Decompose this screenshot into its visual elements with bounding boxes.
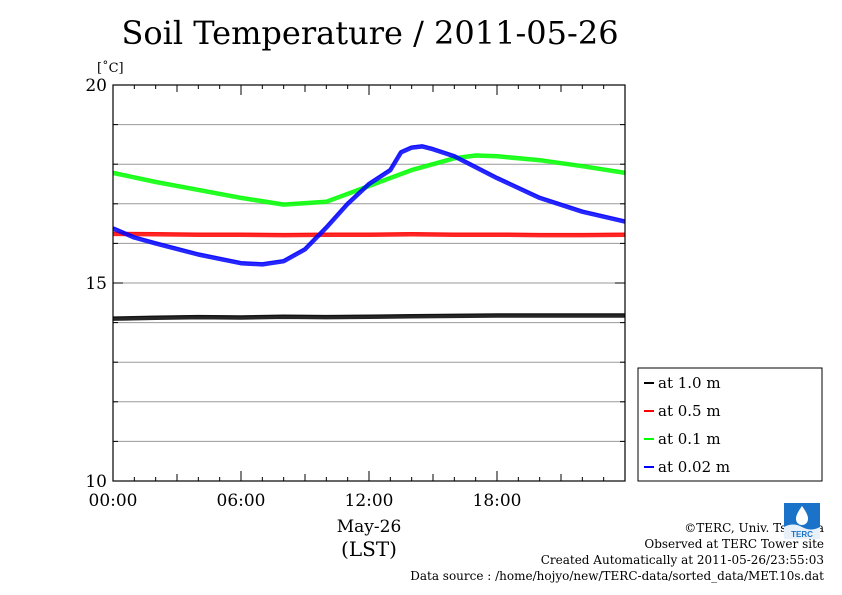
series-line-edge-1 [113, 313, 625, 318]
logo-text: TERC [791, 530, 813, 539]
legend-label: at 0.1 m [658, 430, 721, 448]
series-line-edge-2 [113, 231, 625, 235]
source-text: Data source : /home/hojyo/new/TERC-data/… [410, 569, 824, 583]
y-tick-label: 20 [85, 76, 107, 96]
observed-text: Observed at TERC Tower site [644, 537, 824, 551]
terc-logo-icon: TERC [784, 503, 820, 539]
x-tick-label: 12:00 [345, 491, 394, 511]
credits-block: ©TERC, Univ. Tsukuba Observed at TERC To… [410, 520, 824, 584]
x-axis-sublabel: (LST) [341, 537, 397, 561]
chart-title: Soil Temperature / 2011-05-26 [121, 14, 619, 52]
y-tick-label: 10 [85, 472, 107, 492]
series-line-2 [113, 231, 625, 238]
series-line-edge-3 [113, 153, 625, 204]
series-line-1 [113, 313, 625, 321]
legend-box [637, 367, 823, 482]
created-text: Created Automatically at 2011-05-26/23:5… [540, 553, 824, 567]
x-tick-label: 06:00 [217, 491, 266, 511]
series-line-3 [113, 153, 625, 207]
legend-label: at 0.02 m [658, 458, 730, 476]
y-tick-label: 15 [85, 274, 107, 294]
x-tick-label: 00:00 [89, 491, 138, 511]
legend-label: at 1.0 m [658, 374, 721, 392]
x-axis-label: May-26 [337, 517, 402, 537]
copyright-text: ©TERC, Univ. Tsukuba [684, 521, 824, 535]
plot-frame [112, 84, 626, 482]
y-axis-label: [˚C] [97, 60, 124, 76]
x-tick-label: 18:00 [473, 491, 522, 511]
legend-label: at 0.5 m [658, 402, 721, 420]
series-line-4 [113, 144, 625, 267]
series-line-edge-4 [113, 144, 625, 264]
